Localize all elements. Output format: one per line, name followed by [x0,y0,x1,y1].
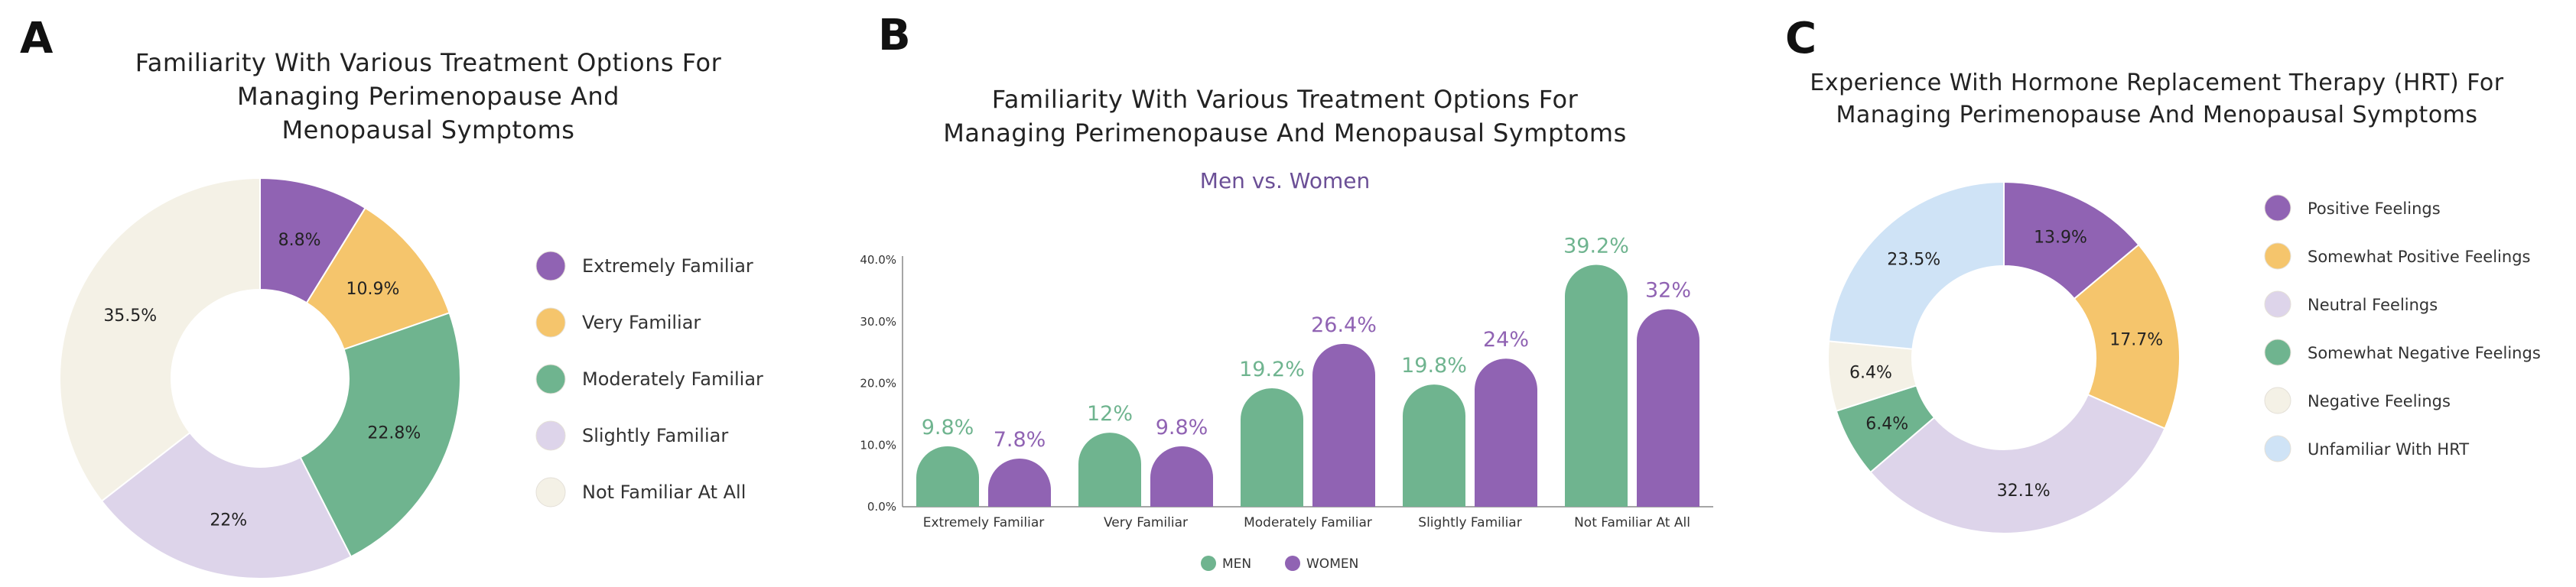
legend-marker-slightly-familiar [535,420,566,451]
legend-marker-somewhat-negative-feelings [2264,339,2291,366]
bar-value-men-moderately-familiar: 19.2% [1239,358,1305,381]
chart-b-title: Familiarity With Various Treatment Optio… [864,83,1706,150]
legend-marker-neutral-feelings [2264,290,2291,318]
bar-value-men-extremely-familiar: 9.8% [922,416,974,439]
panel-b: B Familiarity With Various Treatment Opt… [841,0,1729,587]
chart-b-title-line-2: Managing Perimenopause And Menopausal Sy… [943,118,1627,148]
bar-women-very-familiar [1150,446,1213,507]
legend-label-somewhat-negative-feelings: Somewhat Negative Feelings [2308,344,2541,362]
x-tick-label-extremely-familiar: Extremely Familiar [923,515,1045,530]
bar-women-not-familiar-at-all [1637,309,1699,507]
legend-marker-extremely-familiar [535,251,566,281]
chart-b-subtitle: Men vs. Women [1199,168,1371,193]
legend-marker-very-familiar [535,307,566,338]
legend-label-positive-feelings: Positive Feelings [2308,199,2441,218]
bar-men-very-familiar [1078,433,1141,507]
bar-value-men-slightly-familiar: 19.8% [1401,354,1467,378]
slice-label-unfamiliar-with-hrt: 23.5% [1887,251,1940,270]
slice-moderately-familiar [299,312,461,558]
bar-value-women-not-familiar-at-all: 32% [1645,279,1691,303]
legend-marker-not-familiar-at-all [535,477,566,508]
chart-c-title-line-1: Experience With Hormone Replacement Ther… [1810,70,2504,96]
slice-label-moderately-familiar: 22.8% [367,424,421,443]
bar-women-slightly-familiar [1475,358,1537,507]
bar-men-moderately-familiar [1241,388,1303,507]
legend-label-neutral-feelings: Neutral Feelings [2308,296,2438,314]
legend-label-men: MEN [1222,556,1251,572]
slice-somewhat-positive-feelings [2073,243,2181,430]
slice-label-very-familiar: 10.9% [346,280,400,299]
bar-women-moderately-familiar [1312,343,1375,507]
chart-a-title-line-1: Familiarity With Various Treatment Optio… [135,48,722,77]
slice-unfamiliar-with-hrt [1827,180,2005,350]
bar-value-women-moderately-familiar: 26.4% [1311,313,1377,337]
legend-marker-women [1285,556,1300,571]
x-tick-label-not-familiar-at-all: Not Familiar At All [1574,515,1690,530]
chart-c-title-line-2: Managing Perimenopause And Menopausal Sy… [1836,102,2478,128]
slice-very-familiar [305,206,450,351]
y-tick-label: 0.0% [867,500,896,514]
slice-not-familiar-at-all [58,177,261,502]
slice-label-neutral-feelings: 32.1% [1997,482,2051,501]
slice-label-somewhat-positive-feelings: 17.7% [2109,330,2163,349]
panel-a: A Familiarity With Various Treatment Opt… [0,0,841,587]
bar-value-women-extremely-familiar: 7.8% [994,428,1046,452]
legend-marker-men [1201,556,1216,571]
slice-label-slightly-familiar: 22% [210,511,247,530]
bar-value-women-slightly-familiar: 24% [1483,328,1529,352]
donut-chart-c: 13.9% 17.7% 32.1% 6.4% 6.4% 23.5% Positive Fee… [1827,180,2541,534]
chart-a-title-line-2: Managing Perimenopause And [237,82,620,111]
chart-b-title-line-1: Familiarity With Various Treatment Optio… [991,85,1579,114]
bar-value-men-very-familiar: 12% [1087,402,1133,426]
x-tick-label-slightly-familiar: Slightly Familiar [1418,515,1521,530]
legend-marker-positive-feelings [2264,194,2291,222]
y-tick-label: 20.0% [860,377,896,391]
chart-c-title: Experience With Hormone Replacement Ther… [1751,67,2562,131]
chart-a-title-line-3: Menopausal Symptoms [281,115,575,144]
y-tick-label: 40.0% [860,253,896,267]
legend-marker-negative-feelings [2264,387,2291,414]
slice-label-positive-feelings: 13.9% [2034,228,2087,247]
legend-label-slightly-familiar: Slightly Familiar [582,425,728,446]
y-tick-label: 10.0% [860,438,896,452]
legend-label-not-familiar-at-all: Not Familiar At All [582,482,746,503]
panel-letter-b: B [878,11,911,60]
donut-chart-a: 8.8% 10.9% 22.8% 22% 35.5% Extremely Familiar… [58,177,763,579]
bar-men-slightly-familiar [1403,384,1465,507]
legend-label-very-familiar: Very Familiar [582,312,701,333]
y-tick-label: 30.0% [860,315,896,329]
slice-label-somewhat-negative-feelings: 6.4% [1865,414,1908,433]
legend-label-somewhat-positive-feelings: Somewhat Positive Feelings [2308,248,2530,266]
bar-men-extremely-familiar [916,446,979,507]
slice-label-negative-feelings: 6.4% [1849,364,1892,383]
panel-letter-a: A [20,14,54,63]
slice-label-not-familiar-at-all: 35.5% [103,306,157,326]
bar-value-women-very-familiar: 9.8% [1156,416,1208,439]
slice-slightly-familiar [100,431,353,579]
bar-value-men-not-familiar-at-all: 39.2% [1563,234,1629,258]
legend-marker-unfamiliar-with-hrt [2264,435,2291,462]
legend-label-women: WOMEN [1306,556,1358,572]
panel-letter-c: C [1785,14,1817,63]
bar-men-not-familiar-at-all [1565,264,1628,507]
x-tick-label-very-familiar: Very Familiar [1104,515,1188,530]
legend-label-negative-feelings: Negative Feelings [2308,392,2451,410]
panel-c: C Experience With Hormone Replacement Th… [1736,0,2576,587]
bar-chart-b: 0.0% 10.0% 20.0% 30.0% 40.0% 9.8% 7.8% Extremel… [860,234,1713,572]
legend-label-extremely-familiar: Extremely Familiar [582,255,753,277]
legend-marker-moderately-familiar [535,364,566,394]
x-tick-label-moderately-familiar: Moderately Familiar [1244,515,1372,530]
legend-marker-somewhat-positive-feelings [2264,242,2291,270]
legend-label-unfamiliar-with-hrt: Unfamiliar With HRT [2308,440,2469,459]
slice-neutral-feelings [1869,394,2166,534]
slice-label-extremely-familiar: 8.8% [278,231,321,250]
chart-a-title: Familiarity With Various Treatment Optio… [46,46,811,147]
bar-women-extremely-familiar [988,459,1051,507]
legend-label-moderately-familiar: Moderately Familiar [582,368,763,390]
